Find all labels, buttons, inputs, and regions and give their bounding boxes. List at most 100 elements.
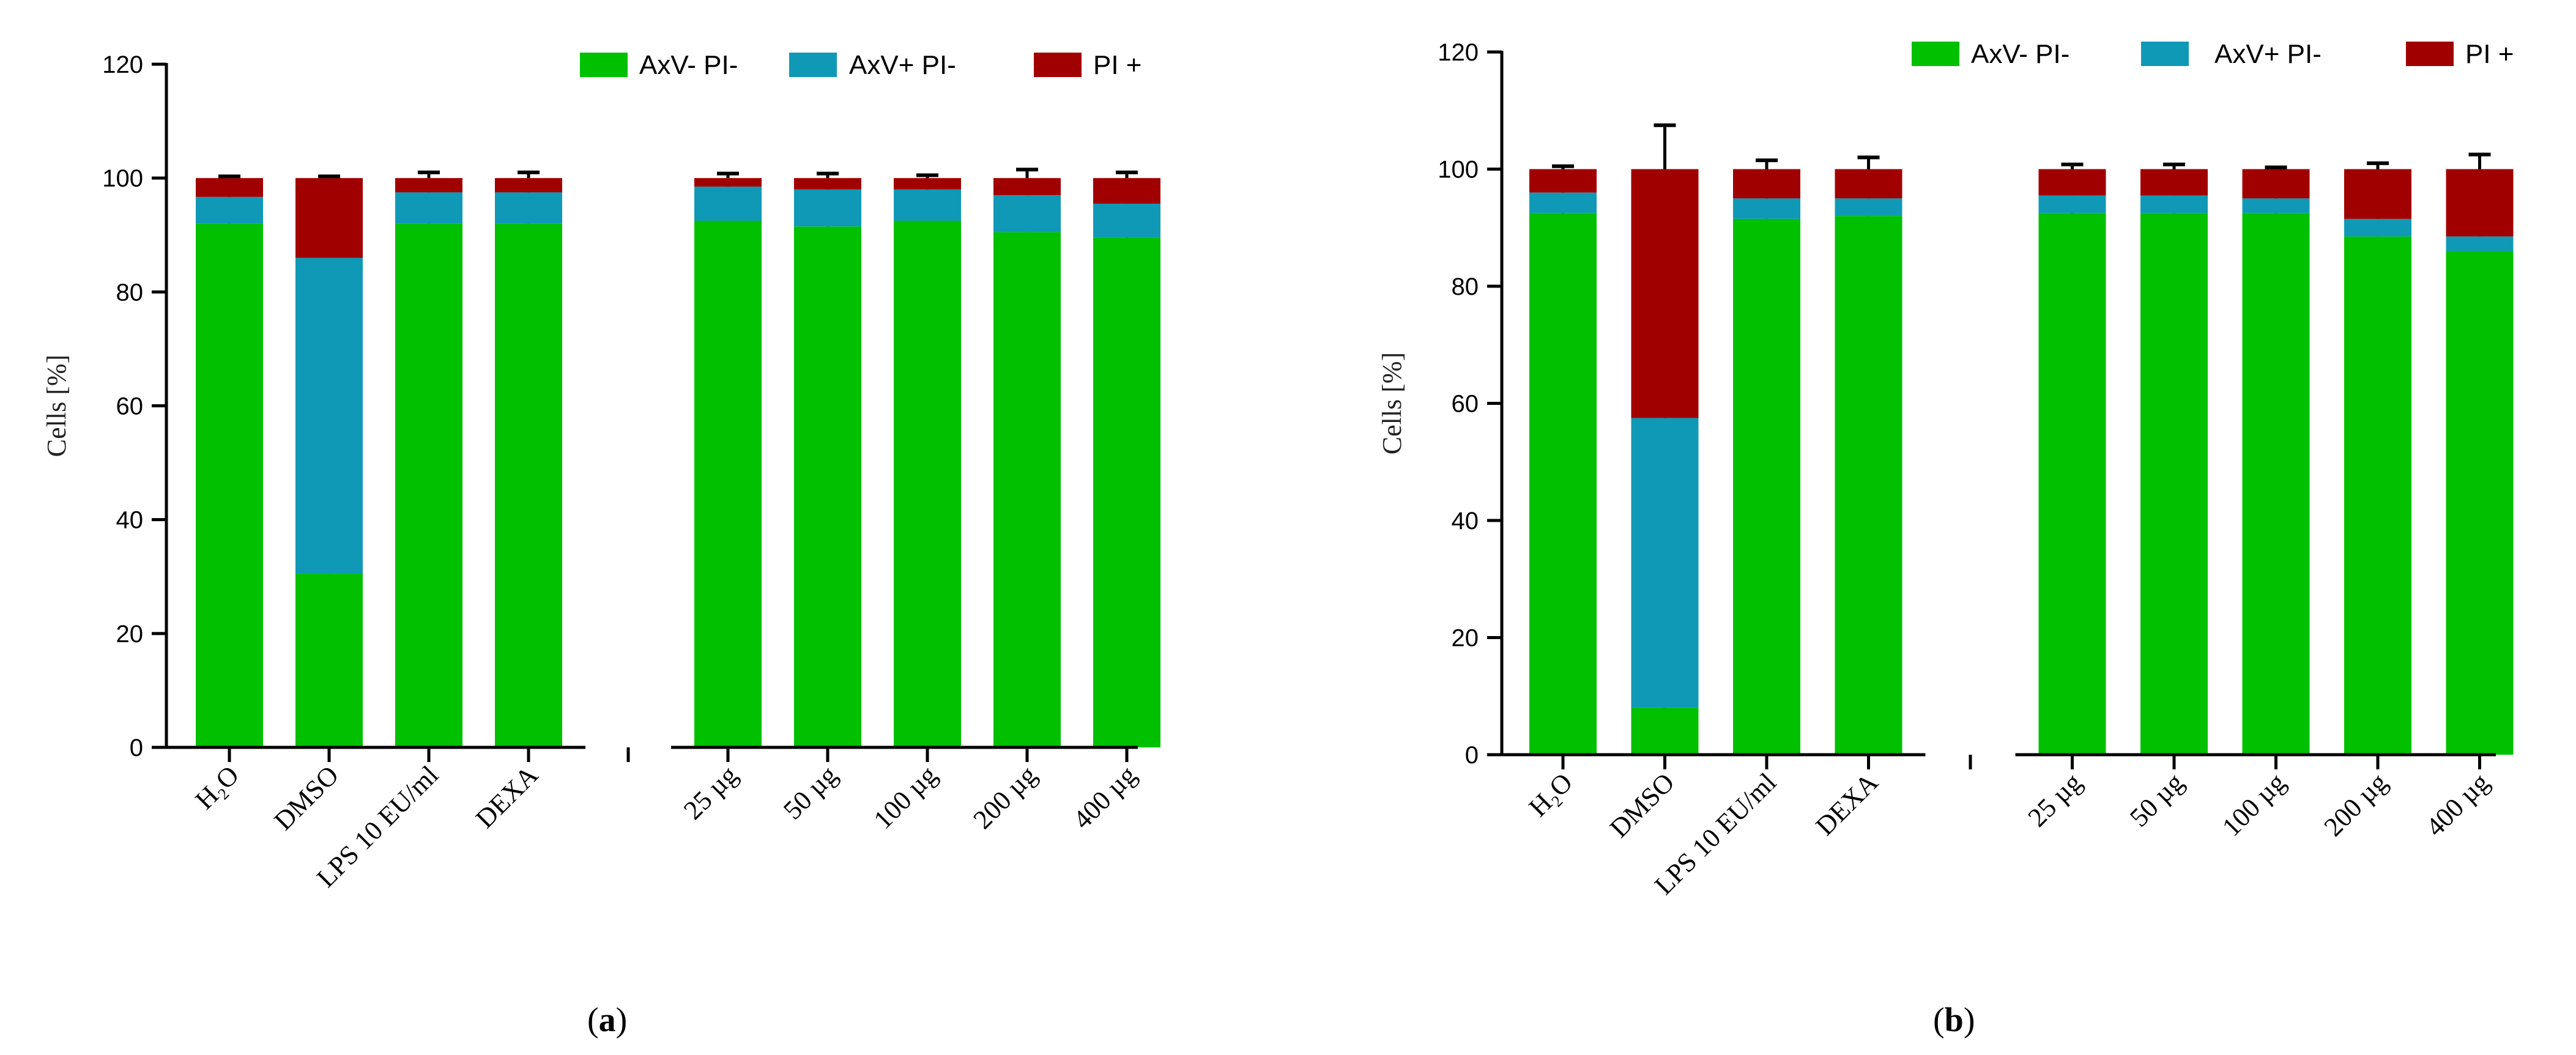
y-tick-label: 20 bbox=[1452, 625, 1479, 652]
bar-segment bbox=[2140, 195, 2208, 213]
bar-segment bbox=[1529, 192, 1597, 213]
bar-segment bbox=[495, 223, 562, 748]
bar-segment bbox=[2038, 213, 2106, 755]
bar-segment bbox=[1631, 169, 1699, 418]
bar-segment bbox=[295, 574, 363, 747]
x-tick-label: 100 µg bbox=[867, 760, 943, 835]
bar-segment bbox=[993, 195, 1061, 232]
bar-segment bbox=[196, 178, 263, 197]
legend-label: AxV- PI- bbox=[1971, 39, 2069, 69]
bar-segment bbox=[1733, 198, 1800, 219]
y-tick-label: 80 bbox=[1452, 273, 1479, 300]
legend-swatch bbox=[580, 53, 628, 77]
y-tick-label: 120 bbox=[1438, 39, 1479, 66]
bar-segment bbox=[196, 196, 263, 224]
bar-segment bbox=[894, 220, 961, 748]
bar-segment bbox=[2344, 236, 2411, 755]
bar-segment bbox=[993, 178, 1061, 196]
x-tick-label: 50 µg bbox=[2124, 767, 2189, 832]
bar-segment bbox=[1631, 418, 1699, 708]
legend-label: PI + bbox=[2465, 39, 2514, 69]
x-tick-label: DEXA bbox=[1810, 767, 1884, 841]
y-tick-label: 0 bbox=[1465, 742, 1479, 769]
bar-segment bbox=[1835, 198, 1902, 217]
x-tick-label: 100 µg bbox=[2216, 767, 2292, 842]
legend-swatch bbox=[2406, 42, 2454, 66]
bar-segment bbox=[694, 178, 762, 187]
bar-segment bbox=[694, 187, 762, 221]
bar-segment bbox=[894, 178, 961, 190]
bar-segment bbox=[1835, 216, 1902, 755]
bar-segment bbox=[2344, 218, 2411, 237]
y-tick-label: 20 bbox=[116, 621, 144, 648]
bar-segment bbox=[1093, 178, 1160, 204]
x-tick-label: 400 µg bbox=[2420, 767, 2495, 842]
bar-segment bbox=[1093, 204, 1160, 238]
bar-segment bbox=[1093, 237, 1160, 747]
bar-segment bbox=[2140, 213, 2208, 755]
y-tick-label: 60 bbox=[116, 393, 144, 420]
bar-segment bbox=[794, 226, 861, 748]
legend-label: PI + bbox=[1093, 50, 1142, 80]
y-tick-label: 120 bbox=[102, 51, 143, 78]
legend-label: AxV+ PI- bbox=[849, 50, 956, 80]
panel-label-open: ( bbox=[1933, 1001, 1945, 1039]
y-axis-label: Cells [%] bbox=[1377, 352, 1407, 454]
legend-swatch bbox=[2141, 42, 2189, 66]
panel-label: (a) bbox=[587, 1001, 627, 1039]
x-tick-label: H₂O bbox=[190, 760, 245, 815]
bar-segment bbox=[894, 189, 961, 221]
x-tick-label: H₂O bbox=[1523, 767, 1578, 822]
bar-segment bbox=[794, 189, 861, 227]
bar-segment bbox=[295, 178, 363, 258]
x-tick-label: 400 µg bbox=[1067, 760, 1142, 835]
y-tick-label: 60 bbox=[1452, 391, 1479, 418]
x-tick-label: 25 µg bbox=[678, 760, 743, 825]
y-tick-label: 100 bbox=[1438, 157, 1479, 183]
panel-label-letter: a bbox=[599, 1001, 616, 1039]
y-tick-label: 40 bbox=[1452, 508, 1479, 535]
bar-segment bbox=[495, 192, 562, 224]
y-tick-label: 40 bbox=[116, 507, 144, 534]
panel-label: (b) bbox=[1933, 1001, 1975, 1039]
legend-label: AxV+ PI- bbox=[2214, 39, 2322, 69]
x-tick-label: 200 µg bbox=[967, 760, 1042, 835]
bar-segment bbox=[1529, 169, 1597, 193]
x-tick-label: 25 µg bbox=[2022, 767, 2088, 832]
bar-segment bbox=[2344, 169, 2411, 219]
legend-swatch bbox=[1912, 42, 1959, 66]
bar-segment bbox=[395, 178, 462, 193]
bar-segment bbox=[2446, 251, 2514, 755]
bar-segment bbox=[694, 220, 762, 748]
bar-segment bbox=[1733, 169, 1800, 199]
bar-segment bbox=[1835, 169, 1902, 199]
y-tick-label: 80 bbox=[116, 279, 144, 306]
legend-swatch bbox=[789, 53, 837, 77]
y-tick-label: 0 bbox=[130, 735, 143, 761]
x-tick-label: DMSO bbox=[1604, 767, 1680, 843]
bar-segment bbox=[2446, 169, 2514, 237]
x-tick-label: 200 µg bbox=[2318, 767, 2393, 842]
x-tick-label: DEXA bbox=[470, 760, 544, 834]
legend-swatch bbox=[1034, 53, 1082, 77]
bar-segment bbox=[196, 223, 263, 748]
bar-segment bbox=[1733, 218, 1800, 755]
legend-label: AxV- PI- bbox=[639, 50, 738, 80]
y-axis-label: Cells [%] bbox=[42, 355, 72, 457]
bar-segment bbox=[794, 178, 861, 190]
bar-segment bbox=[2038, 195, 2106, 213]
bar-segment bbox=[1529, 213, 1597, 755]
bar-segment bbox=[295, 257, 363, 574]
bar-segment bbox=[993, 232, 1061, 747]
bar-segment bbox=[395, 192, 462, 224]
bar-segment bbox=[395, 223, 462, 748]
panel-label-close: ) bbox=[616, 1001, 628, 1039]
panel-label-letter: b bbox=[1945, 1001, 1964, 1039]
x-tick-label: 50 µg bbox=[778, 760, 843, 825]
y-tick-label: 100 bbox=[102, 165, 143, 192]
bar-segment bbox=[1631, 708, 1699, 755]
bar-segment bbox=[2446, 236, 2514, 251]
